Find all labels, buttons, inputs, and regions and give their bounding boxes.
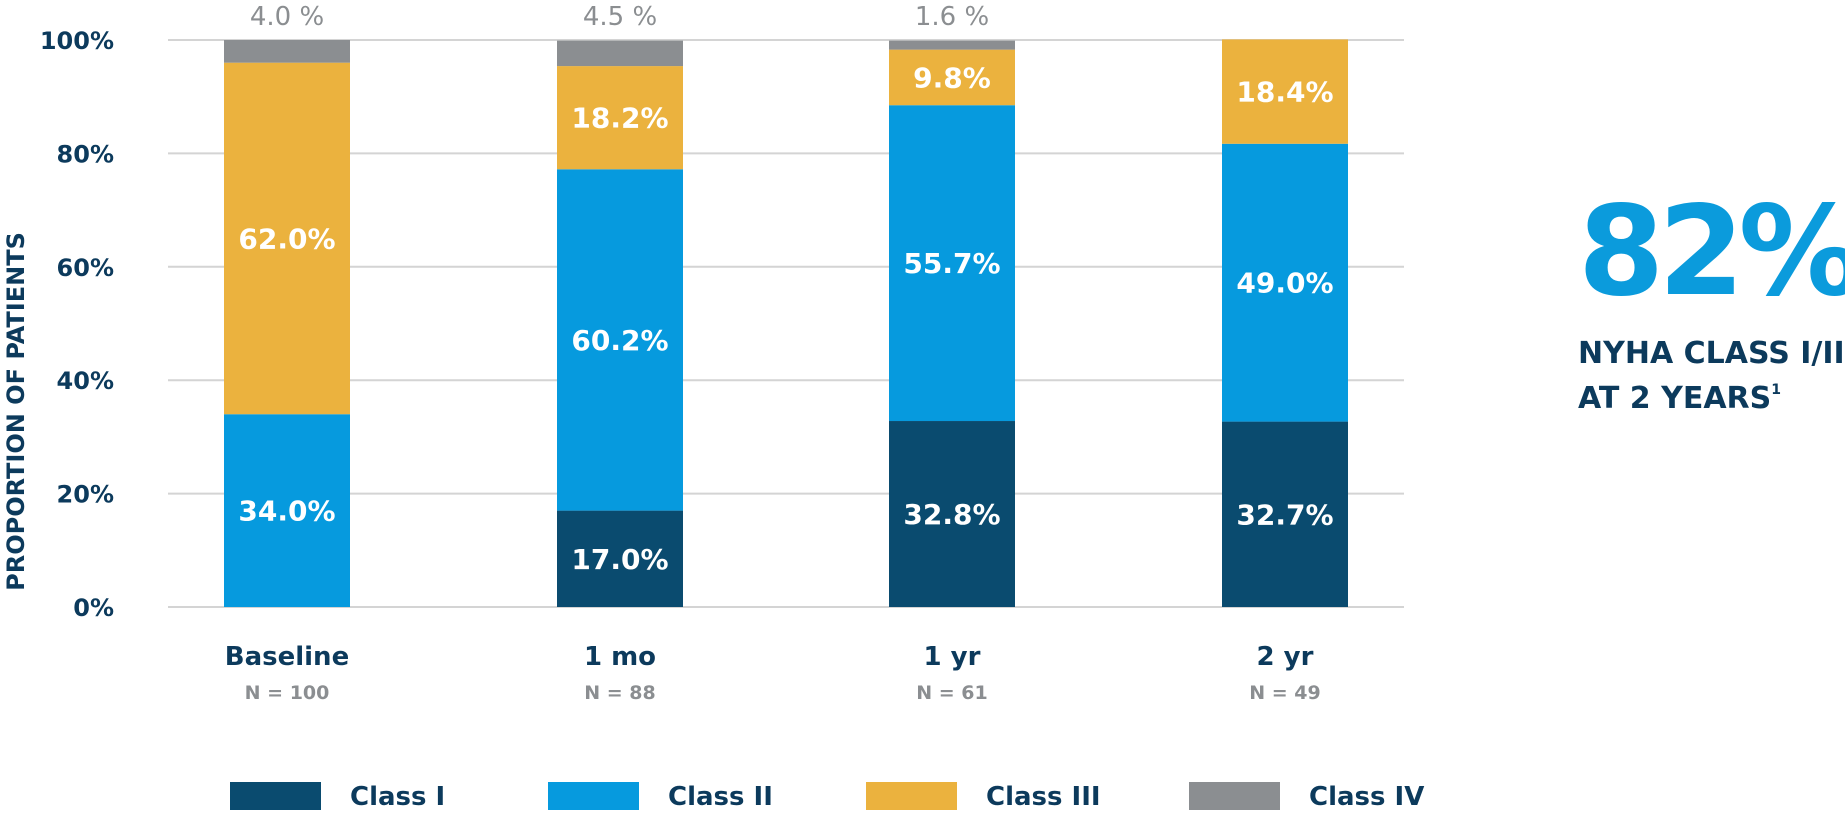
data-label: 32.7% xyxy=(1236,498,1333,531)
bar-segment xyxy=(224,40,350,63)
bar-segment xyxy=(557,66,683,170)
callout-line1: NYHA CLASS I/II xyxy=(1578,336,1845,371)
callout-caption: NYHA CLASS I/II AT 2 YEARS1 xyxy=(1578,336,1845,417)
x-tick-label: 1 yr xyxy=(924,642,981,672)
x-tick-sublabel: N = 88 xyxy=(584,682,656,704)
bar-segment xyxy=(889,105,1015,422)
callout-footnote: 1 xyxy=(1771,382,1782,398)
data-label: 49.0% xyxy=(1236,267,1333,300)
data-label: 18.4% xyxy=(1236,76,1333,109)
data-label: 17.0% xyxy=(571,543,668,576)
y-tick-label: 40% xyxy=(57,367,114,395)
bar-segment xyxy=(557,510,683,607)
legend-label: Class IV xyxy=(1309,782,1424,812)
x-tick-label: Baseline xyxy=(225,642,349,672)
data-label: 34.0% xyxy=(238,495,335,528)
bar-segment xyxy=(557,169,683,511)
data-label-top: 4.0 % xyxy=(250,2,324,32)
legend-swatch xyxy=(548,782,639,810)
y-axis-title: PROPORTION OF PATIENTS xyxy=(2,232,30,591)
bar-segment xyxy=(889,421,1015,607)
data-label: 18.2% xyxy=(571,102,668,135)
legend-swatch xyxy=(230,782,321,810)
bar-segment xyxy=(889,49,1015,106)
legend-swatch xyxy=(1189,782,1280,810)
data-label: 32.8% xyxy=(903,498,1000,531)
y-tick-label: 80% xyxy=(57,140,114,168)
callout-value: 82% xyxy=(1578,180,1845,324)
data-label: 55.7% xyxy=(903,247,1000,280)
bar-segment xyxy=(1222,39,1348,144)
bar-segment xyxy=(889,40,1015,50)
legend-label: Class III xyxy=(986,782,1101,812)
data-label-top: 1.6 % xyxy=(915,2,989,32)
y-tick-label: 0% xyxy=(73,594,114,622)
y-tick-label: 100% xyxy=(40,27,114,55)
callout: 82% NYHA CLASS I/II AT 2 YEARS1 xyxy=(1578,180,1845,417)
bar-segment xyxy=(557,40,683,67)
data-label: 62.0% xyxy=(238,222,335,255)
x-tick-label: 2 yr xyxy=(1257,642,1314,672)
y-tick-label: 60% xyxy=(57,254,114,282)
bar-segment xyxy=(224,62,350,415)
callout-line2: AT 2 YEARS xyxy=(1578,381,1772,416)
y-tick-label: 20% xyxy=(57,481,114,509)
bar-segment xyxy=(1222,421,1348,607)
x-tick-sublabel: N = 100 xyxy=(245,682,330,704)
x-tick-sublabel: N = 49 xyxy=(1249,682,1321,704)
x-tick-label: 1 mo xyxy=(584,642,656,672)
bar-segment xyxy=(224,414,350,607)
data-label-top: 4.5 % xyxy=(583,2,657,32)
data-label: 60.2% xyxy=(571,324,668,357)
bar-segment xyxy=(1222,143,1348,422)
data-label: 9.8% xyxy=(913,61,991,94)
legend-label: Class II xyxy=(668,782,773,812)
legend-label: Class I xyxy=(350,782,445,812)
x-tick-sublabel: N = 61 xyxy=(916,682,988,704)
legend-swatch xyxy=(866,782,957,810)
